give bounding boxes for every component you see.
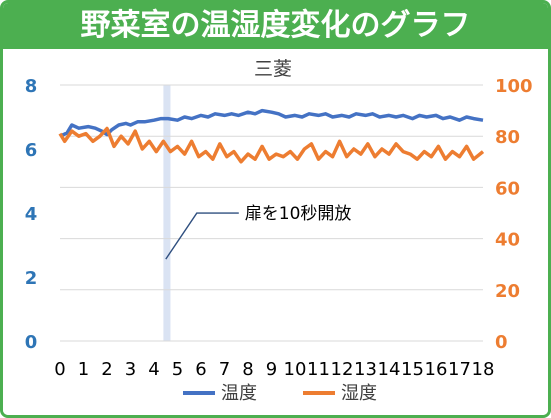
legend-label-temperature: 温度 [221,383,257,404]
left-axis-tick-label: 4 [25,204,38,225]
right-axis: 0 20 40 60 80 100 [495,76,533,353]
x-axis-tick-label: 13 [354,359,377,380]
right-axis-tick-label: 20 [495,281,520,302]
x-axis-tick-label: 10 [284,359,307,380]
x-axis-tick-label: 18 [472,359,495,380]
x-axis-tick-label: 7 [219,359,230,380]
left-axis-tick-label: 8 [25,76,38,97]
chart-background [3,49,548,415]
x-axis-tick-label: 4 [148,359,159,380]
annotation-text: 扉を10秒開放 [245,204,352,224]
left-axis: 0 2 4 6 8 [25,76,38,353]
legend-label-humidity: 湿度 [341,383,377,404]
chart-title: 三菱 [254,58,292,80]
x-axis-tick-label: 14 [378,359,401,380]
title-banner [3,3,548,49]
x-axis-tick-label: 6 [195,359,206,380]
right-axis-tick-label: 100 [495,76,533,97]
x-axis: 0 1 2 3 4 5 6 7 8 9 10 11 12 13 14 15 16 17 18 [54,359,494,380]
right-axis-tick-label: 80 [495,127,520,148]
x-axis-tick-label: 15 [401,359,424,380]
x-axis-tick-label: 11 [307,359,330,380]
left-axis-tick-label: 6 [25,140,38,161]
x-axis-tick-label: 17 [448,359,471,380]
left-axis-tick-label: 2 [25,268,38,289]
banner-title: 野菜室の温湿度変化のグラフ [80,8,471,43]
right-axis-tick-label: 60 [495,178,520,199]
door-open-highlight-band [163,85,171,341]
left-axis-tick-label: 0 [25,332,38,353]
annotation-leader-polyline [165,212,239,260]
x-axis-tick-label: 0 [54,359,65,380]
series-line-humidity [58,126,485,164]
x-axis-tick-label: 8 [242,359,253,380]
legend: 温度 湿度 [183,383,377,404]
x-axis-tick-label: 3 [125,359,136,380]
annotation-layer: 扉を10秒開放 [165,204,352,260]
x-axis-tick-label: 2 [101,359,112,380]
right-axis-tick-label: 40 [495,230,520,251]
x-axis-tick-label: 12 [331,359,354,380]
x-axis-tick-label: 1 [78,359,89,380]
x-axis-tick-label: 16 [425,359,448,380]
x-axis-tick-label: 9 [266,359,277,380]
series-layer [58,108,485,164]
x-axis-tick-label: 5 [172,359,183,380]
series-line-temperature [59,108,484,138]
right-axis-tick-label: 0 [495,332,508,353]
